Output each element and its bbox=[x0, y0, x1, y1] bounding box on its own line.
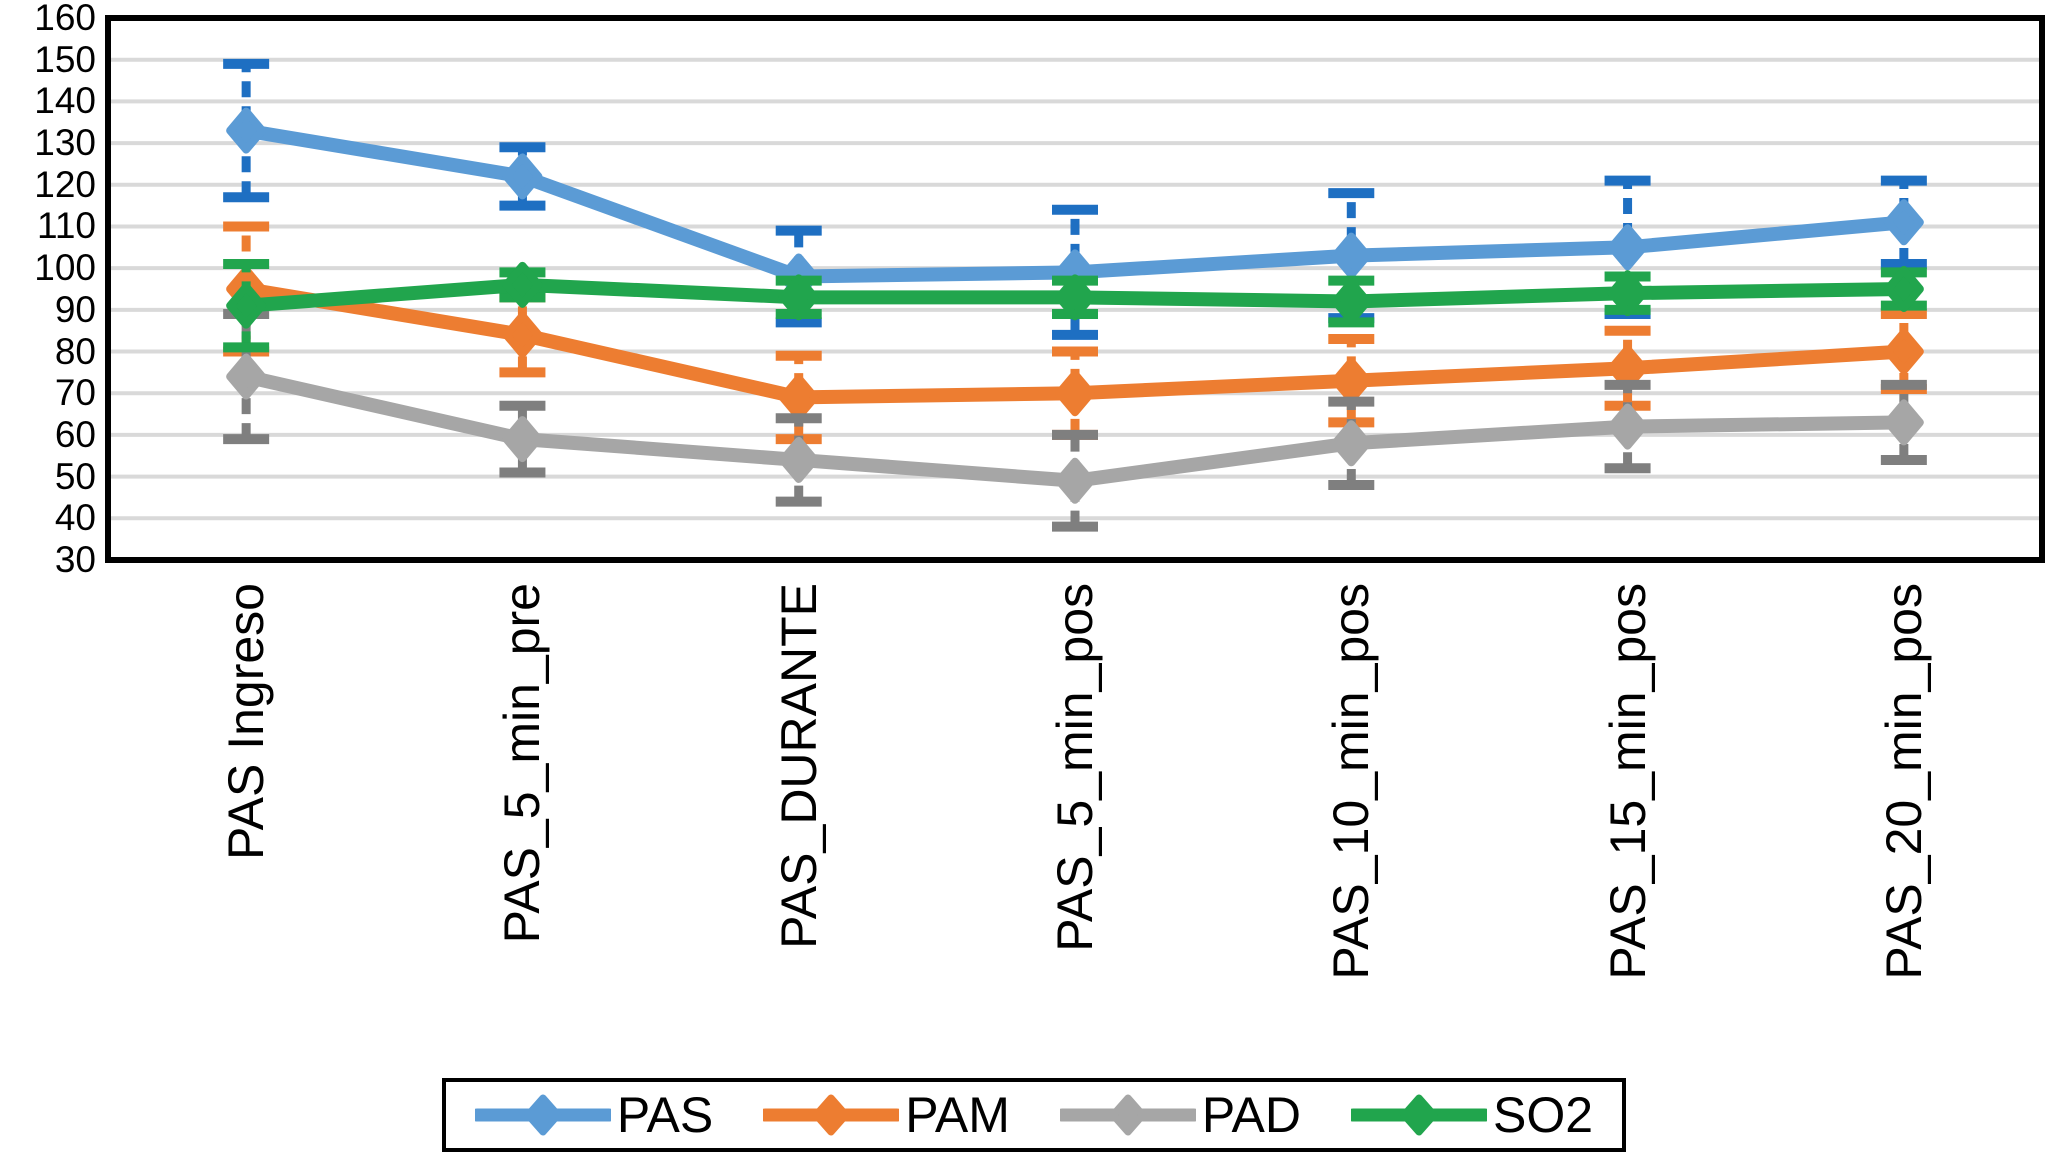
pad-marker bbox=[1607, 403, 1648, 450]
x-axis-label: PAS_5_min_pos bbox=[1047, 583, 1103, 952]
y-tick-label: 120 bbox=[34, 163, 96, 205]
x-axis-label: PAS_5_min_pre bbox=[494, 583, 551, 944]
pad-marker bbox=[778, 436, 819, 483]
so2-marker bbox=[226, 282, 267, 329]
y-tick-label: 70 bbox=[54, 372, 96, 414]
y-tick-label: 80 bbox=[54, 330, 96, 372]
y-tick-label: 130 bbox=[34, 122, 96, 164]
legend-diamond-marker bbox=[1109, 1094, 1147, 1136]
plot-frame bbox=[105, 15, 2045, 563]
legend-diamond-marker bbox=[812, 1094, 850, 1136]
y-tick-label: 50 bbox=[54, 455, 96, 497]
so2-marker bbox=[1055, 274, 1095, 321]
legend-label-pad: PAD bbox=[1201, 1087, 1302, 1143]
pas-marker bbox=[1883, 199, 1924, 246]
so2-marker bbox=[778, 274, 819, 321]
y-tick-label: 100 bbox=[34, 247, 96, 289]
y-tick-label: 60 bbox=[54, 413, 96, 455]
pas-marker bbox=[226, 107, 267, 154]
pam-marker bbox=[778, 374, 819, 421]
legend-diamond-marker bbox=[524, 1094, 562, 1136]
x-axis-label: PAS Ingreso bbox=[218, 583, 275, 861]
pad-marker bbox=[226, 353, 267, 400]
y-tick-label: 90 bbox=[54, 288, 96, 330]
legend-diamond-marker bbox=[1400, 1094, 1438, 1136]
y-tick-label: 150 bbox=[34, 38, 96, 80]
y-tick-label: 140 bbox=[34, 80, 96, 122]
legend-entry-so2: SO2 bbox=[1351, 1086, 1593, 1144]
x-axis-label: PAS_DURANTE bbox=[770, 583, 827, 949]
legend-label-pam: PAM bbox=[905, 1087, 1010, 1143]
pas-marker bbox=[502, 153, 543, 200]
y-tick-label: 40 bbox=[54, 497, 96, 539]
pas-marker bbox=[1607, 224, 1648, 271]
legend: PAS PAM PAD SO2 bbox=[442, 1078, 1626, 1152]
so2-marker bbox=[1607, 270, 1648, 317]
pad-marker bbox=[1055, 457, 1095, 504]
pam-line-marker-swatch bbox=[763, 1094, 900, 1136]
pad-marker bbox=[502, 416, 543, 463]
y-tick-label: 30 bbox=[54, 539, 96, 580]
x-axis-label: PAS_20_min_pos bbox=[1875, 583, 1932, 980]
so2-marker bbox=[502, 261, 543, 308]
pad-marker bbox=[1883, 399, 1924, 446]
y-tick-label: 110 bbox=[37, 205, 96, 247]
x-axis-label: PAS_10_min_pos bbox=[1323, 583, 1380, 980]
pas-line-marker-swatch bbox=[474, 1094, 611, 1136]
legend-entry-pad: PAD bbox=[1059, 1086, 1302, 1144]
pad-line-marker-swatch bbox=[1059, 1094, 1196, 1136]
x-axis-label: PAS_15_min_pos bbox=[1599, 583, 1656, 980]
so2-marker bbox=[1883, 266, 1924, 312]
pam-marker bbox=[1055, 370, 1095, 417]
legend-label-pas: PAS bbox=[616, 1087, 714, 1143]
y-tick-label: 160 bbox=[34, 0, 96, 38]
legend-label-so2: SO2 bbox=[1493, 1087, 1594, 1143]
pam-marker bbox=[1883, 328, 1924, 375]
legend-entry-pas: PAS bbox=[474, 1086, 714, 1144]
legend-entry-pam: PAM bbox=[763, 1086, 1010, 1144]
pam-marker bbox=[502, 311, 543, 358]
pas-marker bbox=[1331, 232, 1372, 279]
so2-marker bbox=[1331, 278, 1372, 325]
so2-line-marker-swatch bbox=[1351, 1094, 1488, 1136]
pad-marker bbox=[1331, 420, 1372, 467]
